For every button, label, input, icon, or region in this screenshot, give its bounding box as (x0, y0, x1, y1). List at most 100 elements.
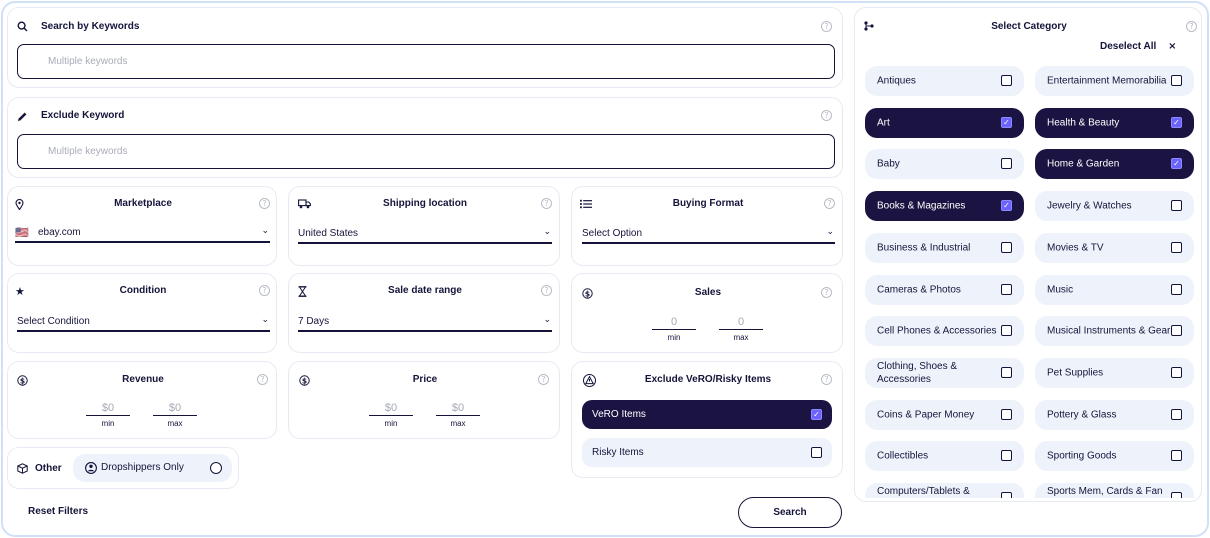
exclude-keyword-input[interactable] (17, 134, 835, 169)
checkbox-icon[interactable] (1001, 158, 1012, 170)
checkbox-icon[interactable] (1001, 366, 1012, 378)
sale-date-range-card: Sale date range ? 7 Days ⌄ (288, 273, 560, 353)
category-item[interactable]: Baby (865, 149, 1024, 180)
deselect-all-button[interactable]: Deselect All × (1100, 41, 1177, 52)
help-icon[interactable]: ? (821, 21, 832, 32)
checkbox-icon[interactable] (1171, 75, 1182, 86)
help-icon[interactable]: ? (257, 374, 268, 385)
checkbox-checked-icon[interactable]: ✓ (811, 409, 822, 420)
category-item[interactable]: Jewelry & Watches (1035, 191, 1194, 222)
checkbox-icon[interactable] (1001, 75, 1012, 86)
sales-min-field[interactable]: 0 min (652, 316, 696, 342)
risky-items-option[interactable]: Risky Items (582, 438, 832, 467)
price-min-field[interactable]: $0 min (369, 402, 413, 428)
category-title: Select Category (991, 21, 1067, 32)
category-item[interactable]: Collectibles (865, 441, 1024, 472)
checkbox-icon[interactable] (811, 447, 822, 458)
radio-icon[interactable] (210, 462, 222, 474)
checkbox-icon[interactable] (1001, 492, 1012, 498)
category-item[interactable]: Music (1035, 274, 1194, 305)
sales-max-value[interactable]: 0 (719, 316, 763, 330)
marketplace-value: ebay.com (38, 227, 81, 238)
sales-min-value[interactable]: 0 (652, 316, 696, 330)
help-icon[interactable]: ? (821, 110, 832, 121)
min-label: min (384, 419, 398, 428)
reset-filters-button[interactable]: Reset Filters (28, 506, 89, 517)
revenue-min-field[interactable]: $0 min (86, 402, 130, 428)
chevron-down-icon: ⌄ (543, 315, 551, 325)
sales-max-field[interactable]: 0 max (719, 316, 763, 342)
help-icon[interactable]: ? (824, 198, 835, 209)
checkbox-checked-icon[interactable]: ✓ (1171, 116, 1182, 128)
category-item[interactable]: Business & Industrial (865, 232, 1024, 263)
category-item[interactable]: Antiques (865, 66, 1024, 96)
buying-format-select[interactable]: Select Option ⌄ (582, 227, 835, 244)
checkbox-icon[interactable] (1001, 408, 1012, 420)
checkbox-checked-icon[interactable]: ✓ (1001, 116, 1012, 128)
checkbox-icon[interactable] (1001, 241, 1012, 253)
revenue-max-field[interactable]: $0 max (153, 402, 197, 428)
checkbox-icon[interactable] (1001, 283, 1012, 295)
category-item-label: Coins & Paper Money (877, 409, 975, 421)
checkbox-checked-icon[interactable]: ✓ (1171, 158, 1182, 170)
checkbox-icon[interactable] (1171, 366, 1182, 378)
help-icon[interactable]: ? (541, 285, 552, 296)
help-icon[interactable]: ? (259, 198, 270, 209)
category-item-label: Cameras & Photos (877, 284, 961, 295)
category-item[interactable]: Coins & Paper Money (865, 399, 1024, 430)
category-item-label: Musical Instruments & Gear (1047, 325, 1171, 337)
checkbox-icon[interactable] (1171, 325, 1182, 337)
checkbox-checked-icon[interactable]: ✓ (1001, 200, 1012, 212)
help-icon[interactable]: ? (1186, 21, 1197, 32)
category-item[interactable]: Sports Mem, Cards & Fan Shop (1035, 483, 1194, 498)
category-item[interactable]: Home & Garden ✓ (1035, 149, 1194, 180)
help-icon[interactable]: ? (538, 374, 549, 385)
dropshippers-only-option[interactable]: Dropshippers Only (73, 454, 232, 482)
location-pin-icon (15, 198, 24, 212)
shipping-location-select[interactable]: United States ⌄ (298, 227, 552, 244)
checkbox-icon[interactable] (1171, 241, 1182, 253)
category-item[interactable]: Entertainment Memorabilia (1035, 66, 1194, 96)
help-icon[interactable]: ? (821, 374, 832, 385)
price-card: $ Price ? $0 min $0 max (288, 361, 560, 439)
checkbox-icon[interactable] (1171, 200, 1182, 212)
category-item[interactable]: Health & Beauty ✓ (1035, 107, 1194, 138)
marketplace-select[interactable]: 🇺🇸 ebay.com ⌄ (15, 226, 270, 243)
help-icon[interactable]: ? (821, 287, 832, 298)
max-label: max (167, 419, 183, 428)
category-item[interactable]: Clothing, Shoes & Accessories (865, 357, 1024, 388)
search-keywords-input[interactable] (17, 44, 835, 79)
vero-items-option[interactable]: VeRO Items ✓ (582, 400, 832, 429)
category-item[interactable]: Computers/Tablets & Networking (865, 483, 1024, 498)
revenue-min-value[interactable]: $0 (86, 402, 130, 416)
category-item[interactable]: Books & Magazines ✓ (865, 191, 1024, 222)
checkbox-icon[interactable] (1171, 408, 1182, 420)
checkbox-icon[interactable] (1171, 450, 1182, 462)
close-icon[interactable]: × (1168, 41, 1177, 52)
category-item[interactable]: Cameras & Photos (865, 274, 1024, 305)
category-item[interactable]: Musical Instruments & Gear (1035, 316, 1194, 347)
sale-date-range-select[interactable]: 7 Days ⌄ (298, 315, 552, 332)
list-icon (580, 199, 592, 211)
help-icon[interactable]: ? (541, 198, 552, 209)
price-max-value[interactable]: $0 (436, 402, 480, 416)
checkbox-icon[interactable] (1171, 283, 1182, 295)
price-min-value[interactable]: $0 (369, 402, 413, 416)
category-item[interactable]: Pottery & Glass (1035, 399, 1194, 430)
search-keywords-card: Search by Keywords ? (7, 7, 843, 88)
category-list[interactable]: Antiques Entertainment Memorabilia Art ✓ Hea… (855, 8, 1201, 498)
category-item[interactable]: Pet Supplies (1035, 357, 1194, 388)
dollar-icon: $ (582, 288, 593, 301)
category-item[interactable]: Cell Phones & Accessories (865, 316, 1024, 347)
category-item[interactable]: Sporting Goods (1035, 441, 1194, 472)
search-button[interactable]: Search (738, 497, 842, 528)
price-max-field[interactable]: $0 max (436, 402, 480, 428)
checkbox-icon[interactable] (1171, 492, 1182, 498)
checkbox-icon[interactable] (1001, 450, 1012, 462)
condition-select[interactable]: Select Condition ⌄ (17, 315, 270, 332)
revenue-max-value[interactable]: $0 (153, 402, 197, 416)
help-icon[interactable]: ? (259, 285, 270, 296)
category-item[interactable]: Art ✓ (865, 107, 1024, 138)
checkbox-icon[interactable] (1001, 325, 1012, 337)
category-item[interactable]: Movies & TV (1035, 232, 1194, 263)
